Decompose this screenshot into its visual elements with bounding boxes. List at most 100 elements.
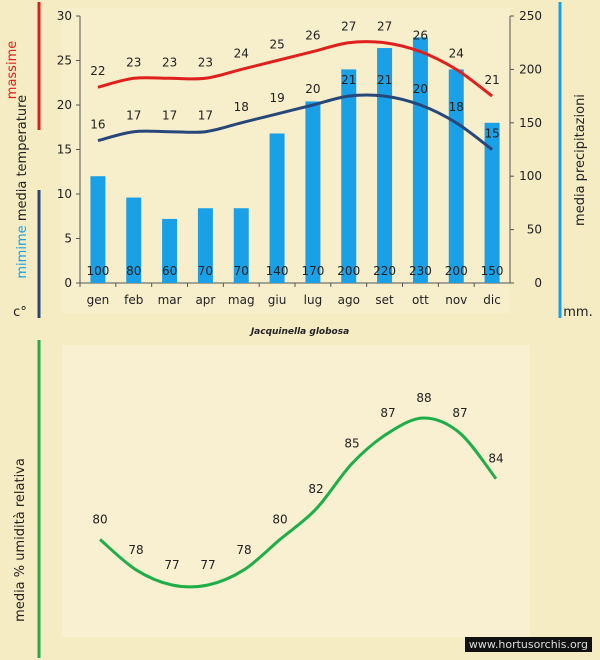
precipitation-bar <box>126 197 142 283</box>
precipitation-data-label: 70 <box>198 264 213 278</box>
precipitation-data-label: 80 <box>126 264 141 278</box>
min-temp-data-label: 21 <box>377 73 392 87</box>
temperature-tick-label: 30 <box>57 9 72 23</box>
max-temp-data-label: 27 <box>377 20 392 34</box>
temperature-axis-label: media temperature <box>15 95 30 221</box>
min-temp-data-label: 19 <box>269 91 284 105</box>
watermark: www.hortusorchis.org <box>464 637 592 652</box>
max-temp-data-label: 23 <box>198 55 213 69</box>
humidity-data-label: 77 <box>164 558 179 572</box>
temperature-tick-label: 20 <box>57 98 72 112</box>
min-temp-data-label: 17 <box>162 109 177 123</box>
max-temp-data-label: 24 <box>234 46 249 60</box>
temperature-unit-label: c° <box>13 305 27 320</box>
precipitation-bar <box>448 69 464 284</box>
humidity-data-label: 82 <box>308 482 323 496</box>
month-tick-label: mar <box>158 293 182 307</box>
precipitation-data-label: 220 <box>373 264 396 278</box>
min-temp-data-label: 18 <box>449 100 464 114</box>
chart-caption: Jacquinella globosa <box>249 327 349 337</box>
humidity-line <box>99 416 498 589</box>
precipitation-tick-label: 0 <box>534 276 542 290</box>
max-temp-line <box>97 40 493 98</box>
max-temp-data-label: 25 <box>269 38 284 52</box>
temperature-tick-label: 10 <box>57 187 72 201</box>
precipitation-unit-label: mm. <box>563 305 592 320</box>
max-temp-data-label: 26 <box>413 29 428 43</box>
month-tick-label: gen <box>87 293 110 307</box>
temperature-tick-label: 15 <box>57 143 72 157</box>
precipitation-data-label: 140 <box>266 264 289 278</box>
month-tick-label: set <box>375 293 394 307</box>
precipitation-data-label: 170 <box>301 264 324 278</box>
min-temp-data-label: 21 <box>341 73 356 87</box>
precipitation-data-label: 150 <box>481 264 504 278</box>
precipitation-data-label: 100 <box>86 264 109 278</box>
humidity-data-label: 80 <box>92 512 107 526</box>
precipitation-bar <box>90 176 106 283</box>
humidity-data-label: 80 <box>272 512 287 526</box>
humidity-data-label: 78 <box>236 543 251 557</box>
precipitation-axis-label: media precipitazioni <box>573 94 588 226</box>
precipitation-tick-label: 250 <box>519 9 542 23</box>
precipitation-tick-label: 100 <box>519 169 542 183</box>
min-temp-data-label: 16 <box>90 118 105 132</box>
precipitation-data-label: 200 <box>337 264 360 278</box>
temperature-tick-label: 25 <box>57 54 72 68</box>
precipitation-bar <box>233 208 249 283</box>
min-temp-data-label: 17 <box>126 109 141 123</box>
max-temp-data-label: 27 <box>341 20 356 34</box>
min-temp-data-label: 15 <box>484 127 499 141</box>
precipitation-bar <box>305 101 321 283</box>
precipitation-bar <box>341 69 357 284</box>
humidity-data-label: 78 <box>128 543 143 557</box>
month-tick-label: ott <box>412 293 429 307</box>
month-tick-label: feb <box>124 293 143 307</box>
temperature-tick-label: 0 <box>64 276 72 290</box>
min-temp-data-label: 18 <box>234 100 249 114</box>
max-temp-data-label: 26 <box>305 29 320 43</box>
precipitation-tick-label: 150 <box>519 116 542 130</box>
month-tick-label: nov <box>445 293 467 307</box>
max-temp-data-label: 22 <box>90 64 105 78</box>
month-tick-label: dic <box>483 293 501 307</box>
min-temp-legend-label: mimime <box>15 225 30 278</box>
month-tick-label: lug <box>304 293 323 307</box>
min-temp-data-label: 20 <box>305 82 320 96</box>
bottom-panel-bg <box>62 345 530 637</box>
min-temp-line <box>97 93 493 151</box>
max-temp-data-label: 23 <box>126 55 141 69</box>
precipitation-tick-label: 50 <box>527 223 542 237</box>
temperature-tick-label: 5 <box>64 232 72 246</box>
humidity-axis-label: media % umidità relativa <box>13 458 28 622</box>
precipitation-bar <box>377 48 393 283</box>
precipitation-data-label: 70 <box>234 264 249 278</box>
month-tick-label: apr <box>195 293 215 307</box>
precipitation-bar <box>484 122 500 283</box>
humidity-data-label: 87 <box>452 406 467 420</box>
precipitation-bar <box>269 133 285 283</box>
month-tick-label: giu <box>268 293 287 307</box>
humidity-data-label: 77 <box>200 558 215 572</box>
humidity-data-label: 84 <box>488 452 503 466</box>
humidity-data-label: 88 <box>416 391 431 405</box>
humidity-data-label: 85 <box>344 437 359 451</box>
min-temp-data-label: 20 <box>413 82 428 96</box>
month-tick-label: ago <box>338 293 360 307</box>
max-temp-data-label: 24 <box>449 46 464 60</box>
precipitation-data-label: 200 <box>445 264 468 278</box>
max-temp-data-label: 23 <box>162 55 177 69</box>
max-temp-legend-label: massime <box>5 41 20 99</box>
precipitation-data-label: 60 <box>162 264 177 278</box>
precipitation-data-label: 230 <box>409 264 432 278</box>
humidity-data-label: 87 <box>380 406 395 420</box>
month-tick-label: mag <box>228 293 255 307</box>
precipitation-bar <box>162 218 178 283</box>
precipitation-bar <box>197 208 213 283</box>
min-temp-data-label: 17 <box>198 109 213 123</box>
max-temp-data-label: 21 <box>484 73 499 87</box>
precipitation-bar <box>412 37 428 283</box>
precipitation-tick-label: 200 <box>519 62 542 76</box>
